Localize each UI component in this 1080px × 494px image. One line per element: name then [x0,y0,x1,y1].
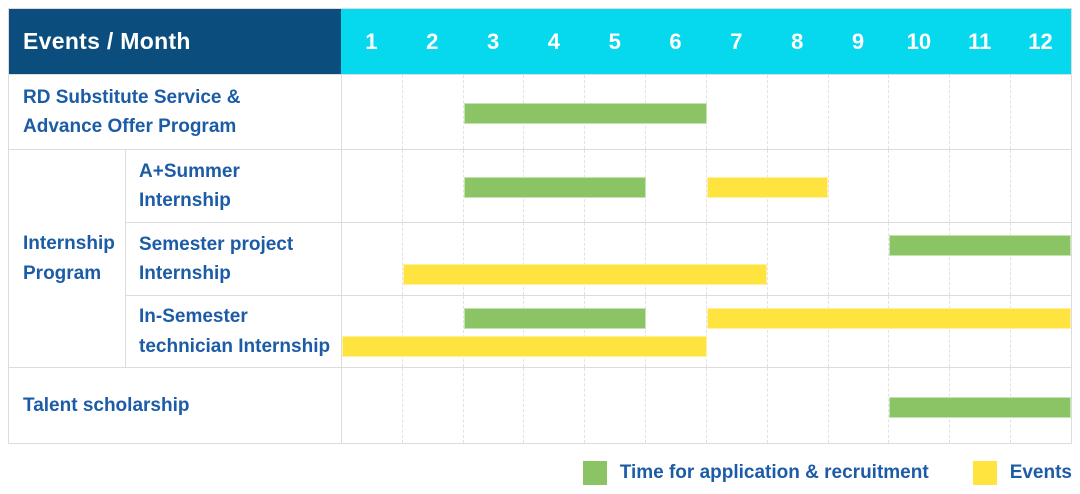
month-label: 1 [365,28,378,54]
month-header-row: 1 2 3 4 5 6 7 8 9 10 11 12 [341,9,1071,74]
green-swatch-icon [582,461,607,485]
row-semester-project-internship: Semester project Internship [126,222,1071,295]
legend-item-events: Events [972,461,1072,485]
row-rd-substitute: RD Substitute Service & Advance Offer Pr… [9,74,1071,149]
row-label: In-Semester technician Internship [139,306,331,357]
internship-program-group: Internship Program A+Summer Internship S… [9,149,1071,367]
gantt-bar-yellow [342,336,707,357]
row-talent-scholarship: Talent scholarship [9,367,1071,443]
gantt-bar-yellow [706,177,828,198]
gantt-chart: Events / Month 1 2 3 4 5 6 7 8 9 10 11 12 RD Substi… [8,8,1072,444]
month-label: 8 [791,28,804,54]
gantt-bar-yellow [402,264,768,285]
gantt-bar-green [888,396,1071,418]
legend-label: Events [1009,462,1072,483]
gantt-bar-green [463,308,646,329]
month-gridlines [342,75,1071,149]
month-label: 9 [851,28,865,54]
legend: Time for application & recruitment Event… [582,461,1072,485]
gantt-bar-green [888,235,1071,256]
chart-area-a-summer [341,150,1071,222]
chart-area-rd-substitute [341,75,1071,149]
legend-label: Time for application & recruitment [619,462,929,483]
row-label: RD Substitute Service & Advance Offer Pr… [23,86,241,137]
month-label: 2 [426,28,439,54]
month-gridlines [342,223,1071,295]
gantt-bar-yellow [706,308,1071,329]
group-label: Internship Program [9,150,126,367]
chart-area-talent-scholarship [341,368,1071,443]
month-label: 7 [730,28,743,54]
yellow-swatch-icon [972,461,997,485]
table-title: Events / Month [9,9,341,74]
legend-item-recruitment: Time for application & recruitment [582,461,929,485]
row-label: Talent scholarship [23,394,190,416]
month-label: 12 [1028,28,1053,54]
gantt-bar-green [463,103,707,124]
month-label: 5 [608,28,621,54]
month-gridlines [342,296,1071,367]
month-label: 10 [906,28,932,54]
chart-area-in-semester [341,296,1071,367]
row-in-semester-internship: In-Semester technician Internship [126,295,1071,367]
row-label: Semester project Internship [139,233,294,284]
row-label: A+Summer Internship [139,160,240,211]
month-label: 11 [968,28,992,54]
chart-area-semester-project [341,223,1071,295]
month-label: 4 [547,28,561,54]
month-label: 3 [486,28,500,54]
gantt-bar-green [463,177,646,198]
month-label: 6 [669,28,682,54]
header-row: Events / Month 1 2 3 4 5 6 7 8 9 10 11 12 [9,9,1071,74]
row-a-summer-internship: A+Summer Internship [126,150,1071,222]
